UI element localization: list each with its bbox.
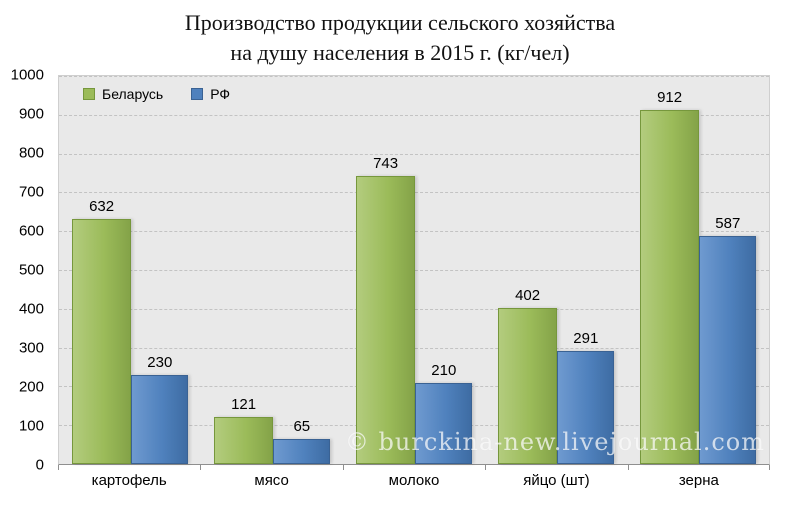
legend-item: РФ — [191, 86, 230, 102]
bar-belarus: 912 — [639, 89, 700, 464]
x-category-label: яйцо (шт) — [523, 472, 590, 489]
chart-title-line1: Производство продукции сельского хозяйст… — [184, 10, 616, 35]
x-category-label: молоко — [388, 472, 440, 489]
bar-rf: 291 — [557, 330, 615, 464]
x-axis-tick — [58, 465, 59, 470]
bar-belarus: 743 — [355, 155, 416, 464]
legend-swatch-belarus — [83, 88, 95, 100]
bar-value-label: 912 — [657, 89, 683, 107]
legend-item: Беларусь — [83, 86, 163, 102]
gridline — [59, 153, 769, 155]
bar-group: 121 65 — [201, 76, 343, 464]
y-tick-label: 400 — [18, 300, 44, 318]
watermark: © burckina-new.livejournal.com — [344, 428, 765, 456]
y-tick-label: 600 — [18, 222, 44, 240]
x-axis-tick — [627, 465, 629, 470]
gridline — [59, 76, 769, 77]
bar-value-label: 632 — [89, 197, 115, 215]
chart-title: Производство продукции сельского хозяйст… — [0, 8, 800, 68]
y-tick-label: 900 — [18, 105, 44, 123]
gridline — [59, 114, 769, 116]
legend-label: Беларусь — [102, 86, 164, 102]
bar-groups: 632 230 121 65 743 210 402 291 912 587 — [59, 76, 769, 464]
bar-value-label: 291 — [573, 330, 599, 348]
x-axis-ticks — [58, 465, 770, 470]
bar-rf: 587 — [699, 215, 757, 464]
bar-value-label: 65 — [293, 417, 311, 435]
bar-rf: 230 — [131, 354, 189, 464]
legend-label: РФ — [210, 86, 231, 102]
bar-rf: 210 — [415, 362, 473, 464]
x-axis-tick — [200, 465, 202, 470]
y-tick-label: 1000 — [10, 66, 44, 84]
y-tick-label: 100 — [18, 417, 44, 435]
plot-area: 632 230 121 65 743 210 402 291 912 587 Беларусь РФ… — [58, 75, 770, 465]
bar-belarus: 632 — [71, 198, 132, 464]
x-category-label: картофель — [91, 472, 167, 489]
bar-value-label: 121 — [231, 396, 257, 414]
bar-value-label: 402 — [515, 287, 541, 305]
bar-rf: 65 — [273, 418, 331, 464]
y-axis: 1000 900 800 700 600 500 400 300 200 100 0 — [0, 67, 52, 474]
x-axis-tick — [342, 465, 344, 470]
legend-swatch-rf — [191, 88, 204, 100]
bar-value-label: 743 — [373, 154, 399, 172]
bar-value-label: 587 — [715, 215, 741, 233]
bar-value-label: 230 — [147, 353, 173, 371]
x-axis-labels: картофель мясо молоко яйцо (шт) зерна — [58, 472, 770, 489]
y-tick-label: 300 — [18, 339, 44, 357]
bar-group: 912 587 — [627, 76, 769, 464]
y-tick-label: 800 — [18, 144, 44, 162]
y-tick-label: 200 — [18, 378, 44, 396]
y-tick-label: 500 — [18, 261, 44, 279]
x-axis-tick — [485, 465, 487, 470]
x-category-label: зерна — [678, 472, 719, 489]
bar-group: 743 210 — [343, 76, 485, 464]
x-category-label: мясо — [254, 472, 289, 489]
bar-group: 402 291 — [485, 76, 627, 464]
y-tick-label: 0 — [35, 456, 44, 474]
chart-title-line2: на душу населения в 2015 г. (кг/чел) — [230, 40, 570, 65]
bar-belarus: 402 — [497, 287, 558, 464]
bar-belarus: 121 — [213, 396, 274, 464]
y-tick-label: 700 — [18, 183, 44, 201]
bar-value-label: 210 — [431, 361, 457, 379]
bar-group: 632 230 — [59, 76, 201, 464]
legend: Беларусь РФ — [83, 86, 230, 102]
x-axis-tick — [769, 465, 770, 470]
